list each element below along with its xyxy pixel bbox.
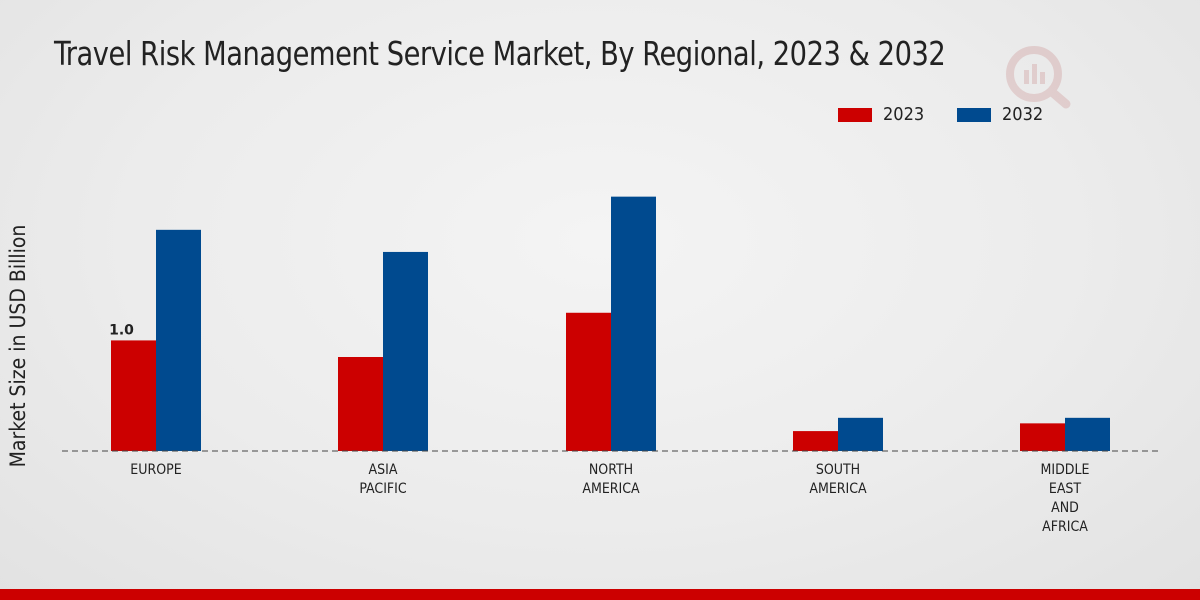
chart-title: Travel Risk Management Service Market, B… [54,34,946,73]
bar-2032-middle-east-and-africa [1065,417,1110,451]
data-label: 1.0 [109,322,134,338]
x-tick-label: MIDDLE EAST AND AFRICA [1041,462,1090,535]
footer-bar [0,589,1200,600]
legend-swatch-2023 [838,108,872,122]
legend-label-2023: 2023 [883,104,925,125]
bar-2023-middle-east-and-africa [1020,423,1065,451]
bar-2023-europe [111,340,156,451]
x-tick-label: NORTH AMERICA [582,462,640,497]
bar-2023-south-america [793,431,838,451]
bar-2032-asia-pacific [383,251,428,451]
bar-2023-north-america [566,312,611,451]
watermark-logo-icon [1000,42,1080,112]
legend-swatch-2032 [957,108,991,122]
bar-2032-north-america [611,196,656,451]
bar-2023-asia-pacific [338,357,383,451]
bar-2032-europe [156,229,201,451]
bar-2032-south-america [838,417,883,451]
x-tick-label: ASIA PACIFIC [359,462,407,497]
x-tick-label: SOUTH AMERICA [809,462,867,497]
x-tick-label: EUROPE [130,462,181,478]
legend-label-2032: 2032 [1002,104,1044,125]
